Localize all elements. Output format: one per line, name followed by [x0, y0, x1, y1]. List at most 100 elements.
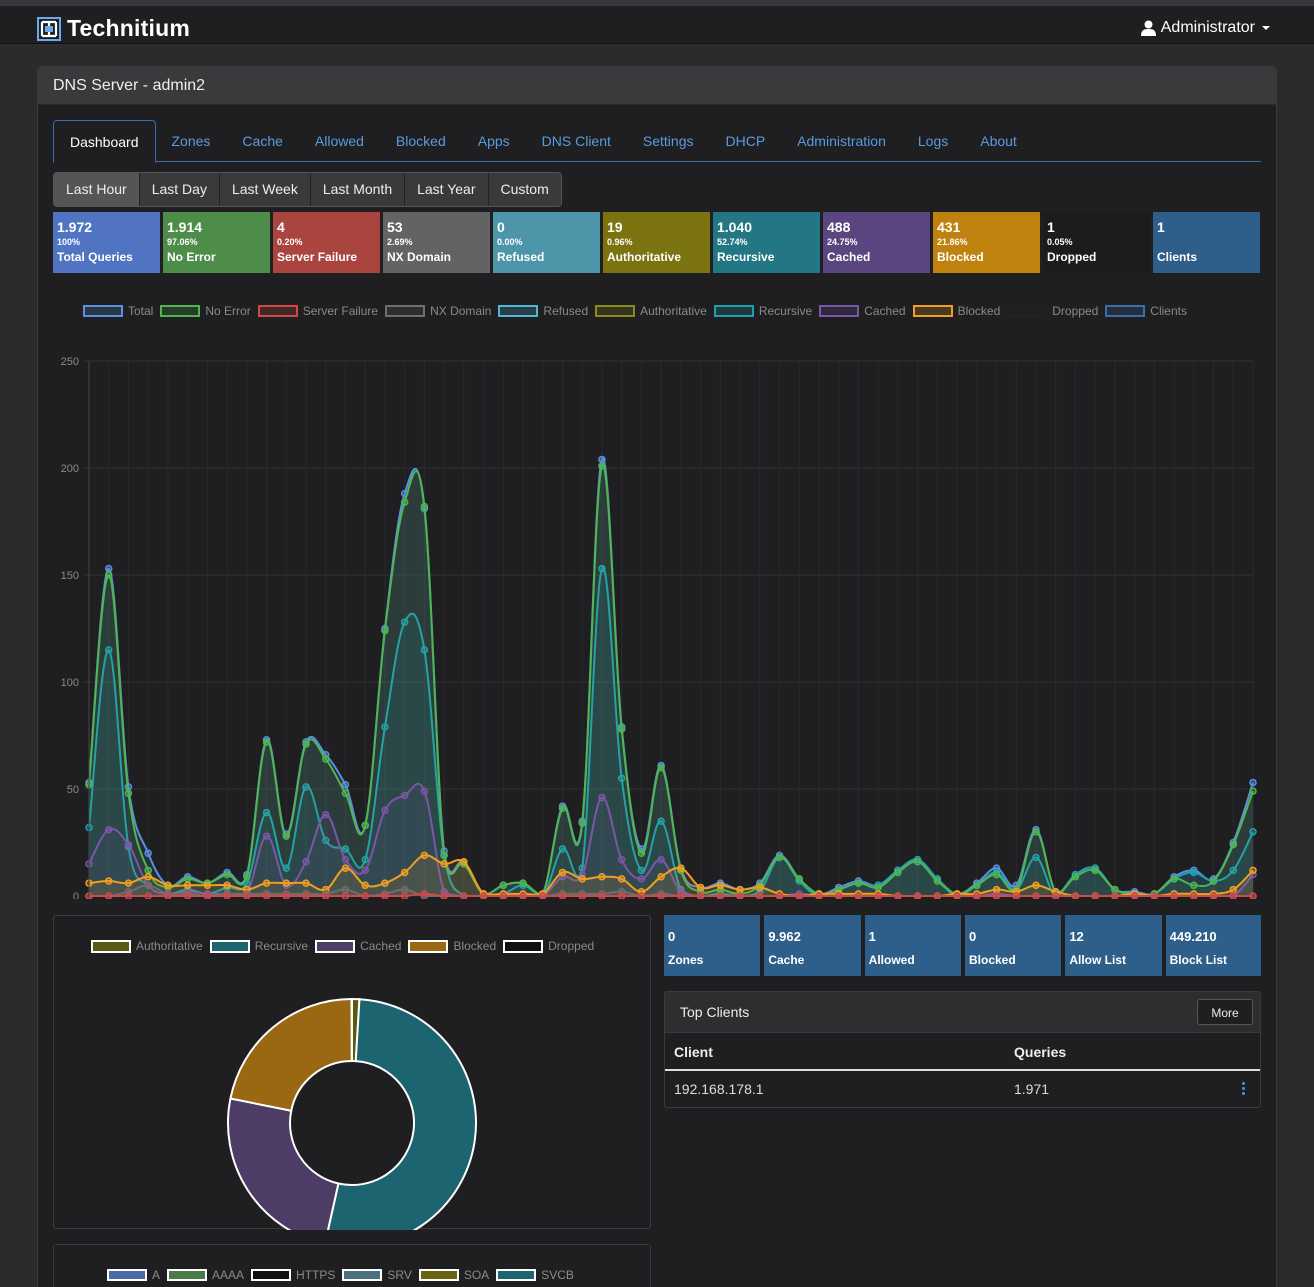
legend-item[interactable]: Refused	[498, 304, 588, 318]
tile-allowed[interactable]: 1 Allowed	[864, 915, 961, 976]
legend-item[interactable]: Blocked	[408, 939, 496, 953]
legend-item[interactable]: Clients	[1105, 304, 1187, 318]
data-point	[1229, 892, 1238, 899]
legend-item[interactable]: Dropped	[1007, 304, 1098, 318]
data-point	[1111, 892, 1119, 899]
legend-item[interactable]: Authoritative	[91, 939, 203, 953]
legend-label: NX Domain	[430, 304, 492, 318]
tile-blocked[interactable]: 0 Blocked	[964, 915, 1062, 976]
stat-authoritative: 19 0.96% Authoritative	[603, 212, 710, 273]
legend-item[interactable]: SOA	[418, 1268, 489, 1282]
data-point	[262, 879, 271, 887]
legend-item[interactable]: NX Domain	[385, 304, 491, 318]
tile-label: Cache	[768, 953, 805, 967]
data-point	[913, 858, 922, 866]
data-point	[1249, 787, 1257, 795]
range-custom-button[interactable]: Custom	[488, 173, 561, 206]
tab-about[interactable]: About	[980, 133, 1017, 149]
tile-block-list[interactable]: 449.210 Block List	[1165, 915, 1261, 976]
tab-administration[interactable]: Administration	[797, 133, 886, 149]
legend-item[interactable]: Recursive	[713, 304, 813, 318]
tile-label: Block List	[1169, 953, 1227, 967]
legend-label: Authoritative	[640, 304, 707, 318]
legend-item[interactable]: SRV	[342, 1268, 412, 1282]
stat-clients: 1 Clients	[1153, 212, 1260, 273]
data-point	[361, 892, 369, 899]
legend-swatch	[385, 305, 426, 317]
data-point	[282, 892, 291, 899]
legend-item[interactable]: Cached	[819, 304, 906, 318]
tab-dashboard[interactable]: Dashboard	[53, 120, 156, 163]
tab-dns-client[interactable]: DNS Client	[541, 133, 611, 149]
legend-item[interactable]: Recursive	[209, 939, 308, 953]
legend-item[interactable]: Server Failure	[257, 304, 378, 318]
tab-settings[interactable]: Settings	[642, 133, 694, 149]
legend-item[interactable]: No Error	[160, 304, 251, 318]
range-last-day-button[interactable]: Last Day	[139, 173, 220, 206]
data-point	[598, 564, 606, 573]
tab-logs[interactable]: Logs	[917, 133, 949, 149]
tile-label: Zones	[668, 953, 704, 967]
stat-value: 431	[937, 219, 961, 235]
stat-percent: 21.86%	[937, 237, 968, 247]
legend-item[interactable]: Total	[83, 304, 153, 318]
tab-allowed[interactable]: Allowed	[314, 133, 364, 149]
data-point	[1032, 853, 1040, 862]
stat-label: Clients	[1157, 250, 1198, 264]
data-point	[440, 851, 448, 860]
top-clients-table-header: Client Queries	[665, 1033, 1260, 1071]
stat-value: 1.914	[167, 219, 203, 235]
legend-item[interactable]: Dropped	[503, 939, 594, 953]
legend-item[interactable]: Authoritative	[595, 304, 707, 318]
more-button[interactable]: More	[1197, 999, 1253, 1025]
legend-label: Recursive	[758, 304, 813, 318]
tab-zones[interactable]: Zones	[171, 133, 211, 149]
data-point	[795, 875, 803, 883]
tile-zones[interactable]: 0 Zones	[664, 915, 761, 976]
stat-label: Cached	[827, 250, 871, 264]
data-point	[400, 885, 409, 894]
tab-apps[interactable]: Apps	[477, 133, 510, 149]
data-point	[223, 870, 231, 879]
range-last-month-button[interactable]: Last Month	[310, 173, 406, 206]
top-clients-panel: Top Clients More Client Queries 192.168.…	[664, 991, 1261, 1108]
row-options-icon[interactable]	[1242, 1082, 1245, 1097]
caret-down-icon	[1262, 26, 1270, 30]
tile-allow-list[interactable]: 12 Allow List	[1065, 915, 1162, 976]
data-point	[1249, 828, 1257, 836]
range-last-hour-button[interactable]: Last Hour	[54, 173, 140, 206]
stat-value: 1	[1047, 219, 1055, 235]
tile-value: 0	[668, 929, 676, 944]
legend-item[interactable]: HTTPS	[251, 1268, 335, 1282]
legend-item[interactable]: AAAA	[167, 1268, 244, 1282]
range-last-year-button[interactable]: Last Year	[405, 173, 489, 206]
column-header-queries: Queries	[1014, 1044, 1067, 1060]
data-point	[598, 455, 606, 464]
data-point	[124, 879, 133, 887]
tab-cache[interactable]: Cache	[242, 133, 283, 149]
data-point	[716, 892, 725, 899]
tab-dhcp[interactable]: DHCP	[725, 133, 766, 149]
data-point	[834, 892, 843, 899]
data-point	[262, 738, 271, 746]
data-point	[341, 885, 350, 894]
y-tick-label: 0	[73, 891, 79, 899]
legend-item[interactable]: Blocked	[912, 304, 1000, 318]
stat-value: 53	[387, 219, 403, 235]
tile-cache[interactable]: 9.962 Cache	[764, 915, 861, 976]
data-point	[953, 892, 961, 899]
data-point	[282, 864, 291, 872]
brand-name: Technitium	[67, 15, 190, 41]
tab-blocked[interactable]: Blocked	[395, 133, 446, 149]
legend-item[interactable]: Cached	[315, 939, 401, 953]
legend-item[interactable]: A	[107, 1268, 160, 1282]
user-menu[interactable]: Administrator	[1140, 19, 1270, 37]
legend-swatch	[251, 1269, 292, 1281]
data-point	[183, 892, 192, 899]
data-point	[716, 881, 725, 890]
legend-label: No Error	[205, 304, 251, 318]
legend-item[interactable]: SVCB	[496, 1268, 574, 1282]
brand[interactable]: Technitium	[37, 15, 190, 42]
legend-swatch	[315, 939, 356, 953]
range-last-week-button[interactable]: Last Week	[219, 173, 311, 206]
